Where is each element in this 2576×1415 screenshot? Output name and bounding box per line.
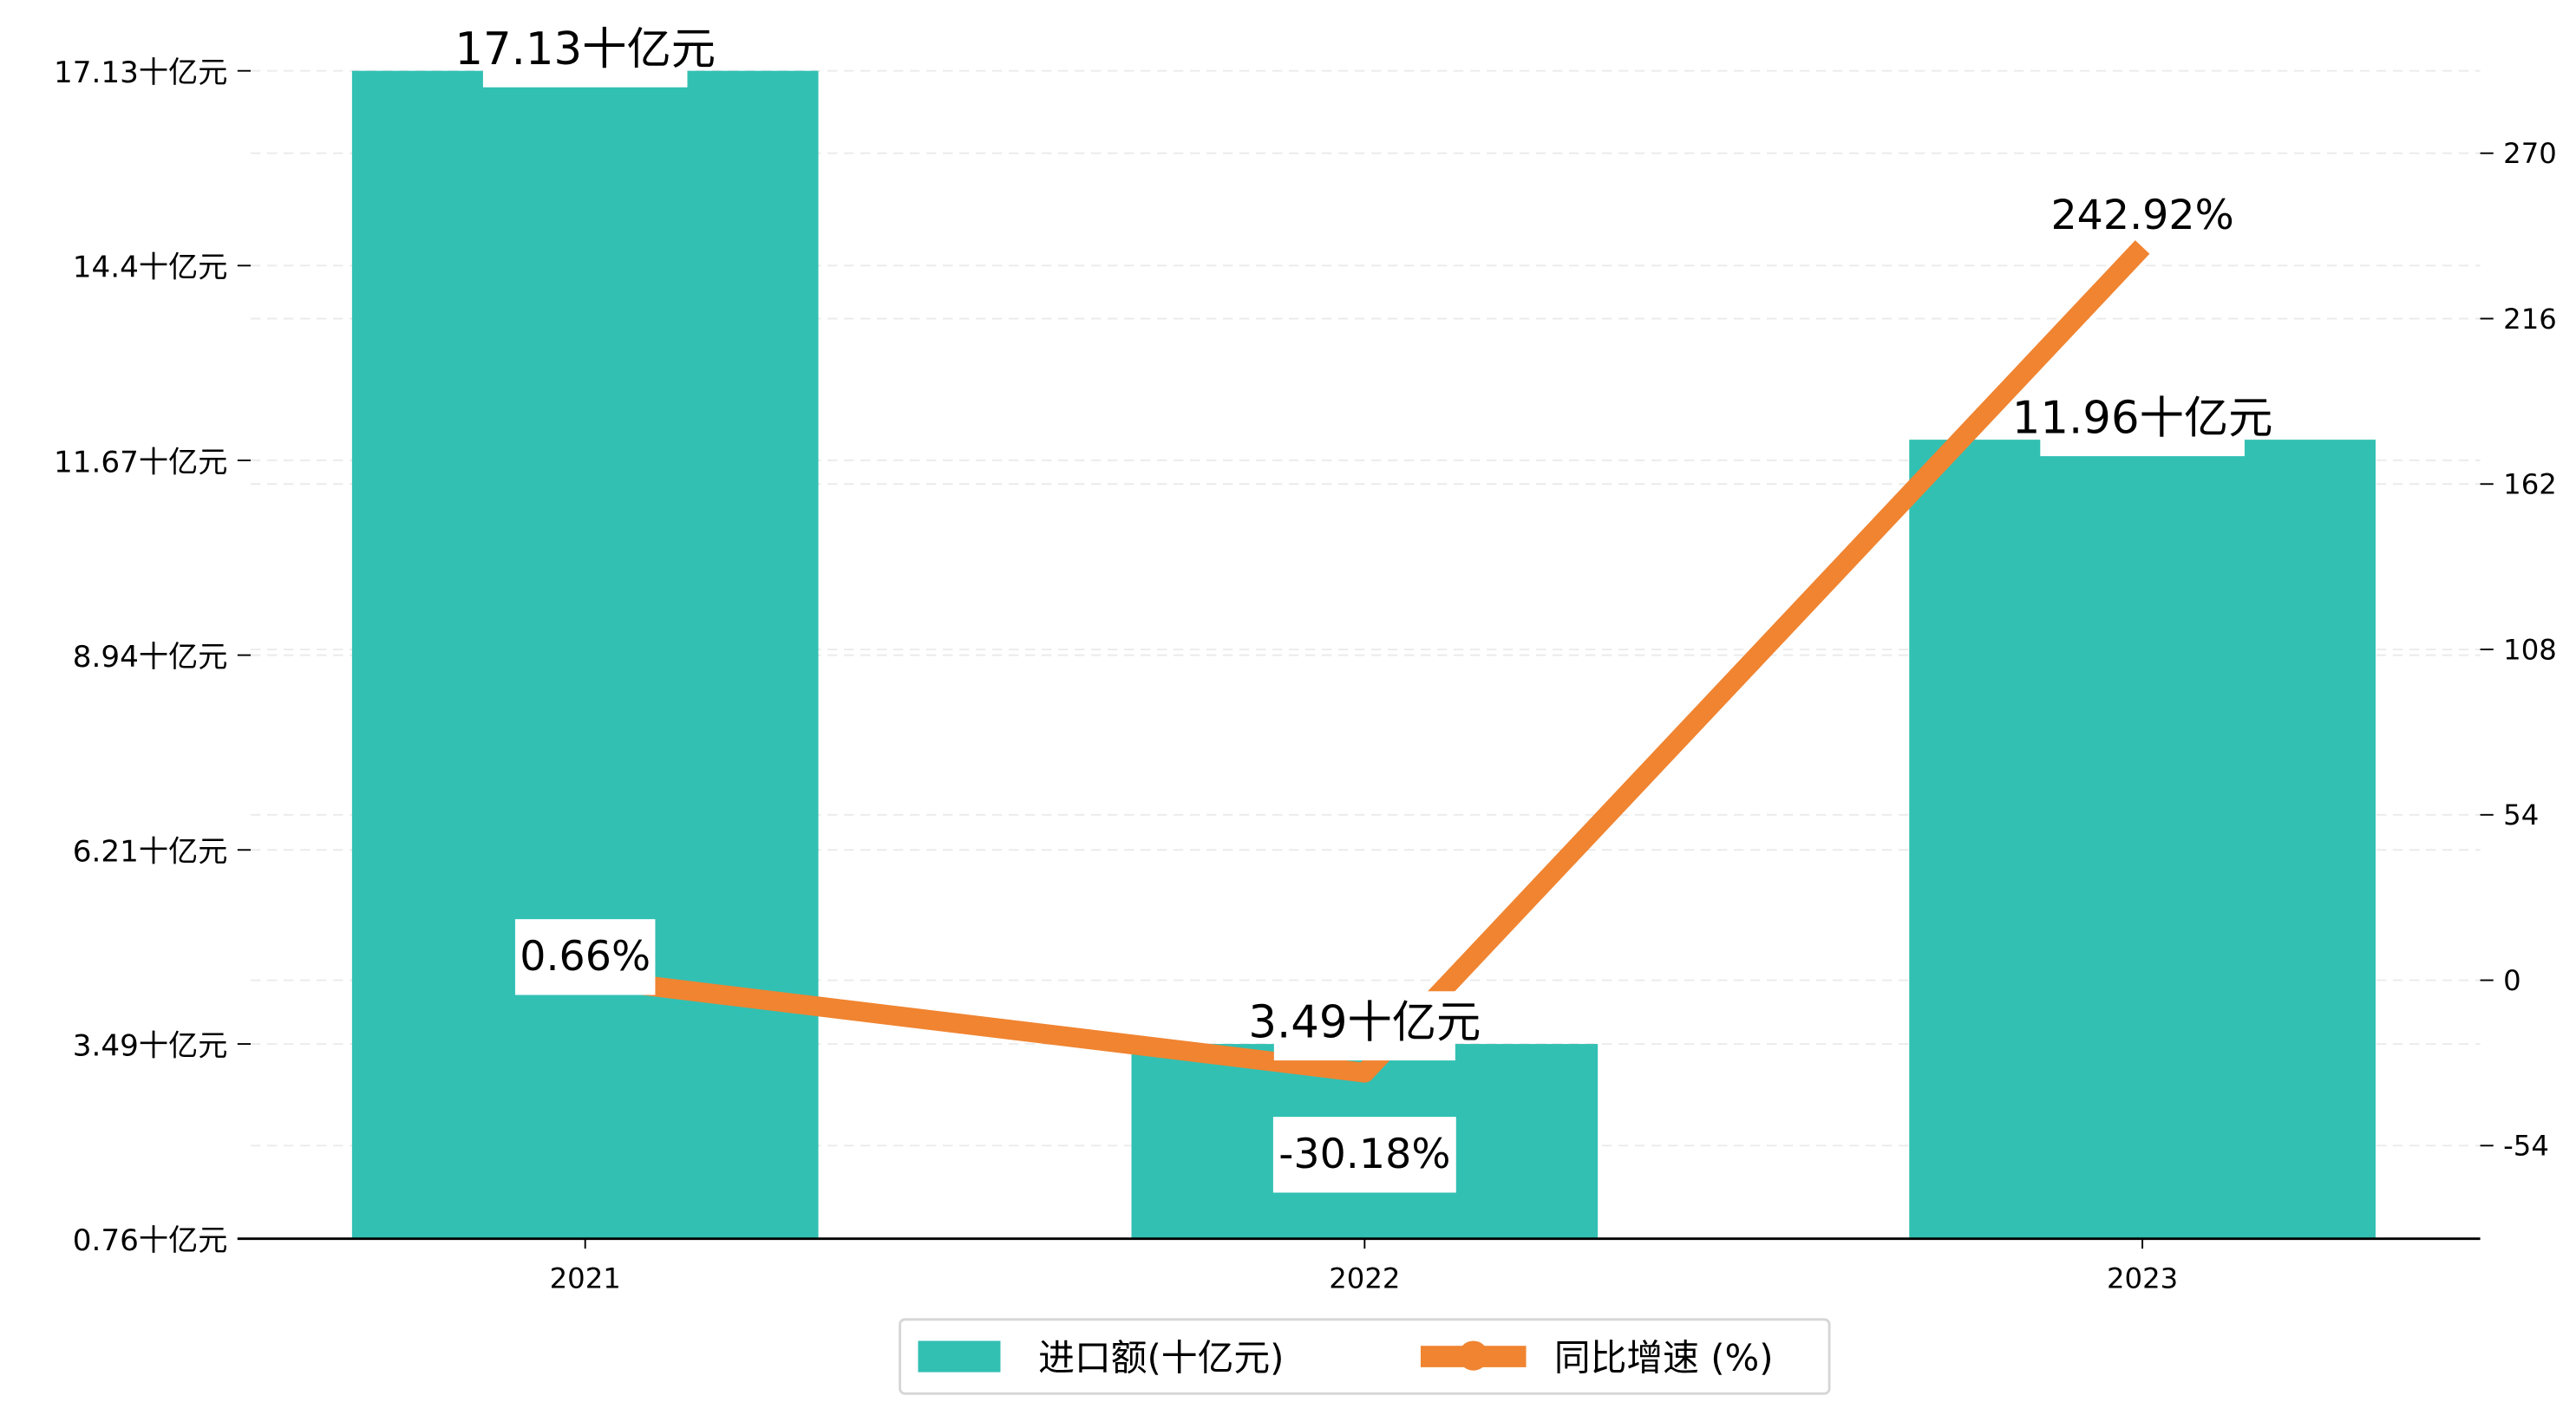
right-tick-label: 216	[2503, 303, 2557, 336]
right-tick-label: 108	[2503, 633, 2557, 666]
left-tick-label: 11.67十亿元	[54, 445, 227, 479]
right-tick-label: -54	[2503, 1130, 2549, 1163]
growth-polyline	[584, 240, 2150, 1083]
left-tick-label: 6.21十亿元	[73, 835, 228, 870]
legend-marker-line	[1458, 1340, 1488, 1371]
bar-value-label: 11.96十亿元	[2012, 393, 2273, 445]
bar-value-label: 3.49十亿元	[1248, 996, 1481, 1048]
left-tick-label: 17.13十亿元	[54, 55, 227, 90]
bar-label-bg	[2040, 387, 2245, 457]
legend-label-line: 同比增速 (%)	[1554, 1337, 1774, 1379]
right-tick-label: 270	[2503, 137, 2557, 170]
line-label-bg	[514, 919, 656, 995]
growth-line	[584, 240, 2150, 1083]
left-tick-label: 3.49十亿元	[73, 1028, 228, 1063]
bar-label-bg	[1273, 991, 1455, 1061]
x-tick-label: 2023	[2107, 1262, 2178, 1295]
growth-value-label: 242.92%	[2050, 192, 2233, 239]
data-labels: 17.13十亿元 3.49十亿元 11.96十亿元 0.66% -30.18% 242.9…	[454, 17, 2273, 1193]
left-tick-label: 14.4十亿元	[73, 251, 228, 285]
legend: 进口额(十亿元) 同比增速 (%)	[899, 1318, 1831, 1395]
right-tick-label: 0	[2503, 964, 2521, 997]
bars	[351, 70, 2376, 1239]
growth-value-label: 0.66%	[520, 933, 651, 981]
line-label-bg	[1272, 1117, 1456, 1193]
legend-box	[899, 1318, 1831, 1395]
growth-value-label: -30.18%	[1278, 1131, 1450, 1178]
x-tick-label: 2021	[550, 1262, 621, 1295]
bar-value-label: 17.13十亿元	[454, 23, 716, 75]
left-tick-label: 0.76十亿元	[73, 1223, 228, 1258]
bar-2021	[351, 70, 819, 1239]
right-tick-label: 162	[2503, 468, 2557, 501]
legend-swatch-bar	[918, 1340, 1001, 1373]
bar-label-bg	[482, 17, 688, 88]
axes: 0.76十亿元 3.49十亿元 6.21十亿元 8.94十亿元 11.67十亿元 14.4…	[54, 55, 2557, 1295]
legend-label-bar: 进口额(十亿元)	[1038, 1337, 1284, 1379]
bar-2023	[1909, 440, 2376, 1239]
x-tick-label: 2022	[1329, 1262, 1400, 1295]
right-tick-label: 54	[2503, 799, 2539, 831]
left-tick-label: 8.94十亿元	[73, 640, 228, 675]
